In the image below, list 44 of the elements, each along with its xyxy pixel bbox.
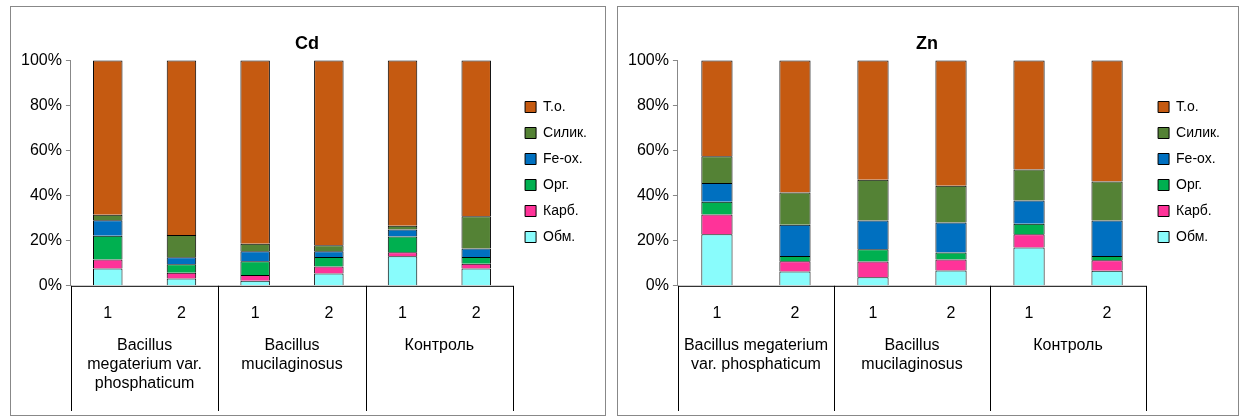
text: Bacillus mucilaginosus <box>241 336 343 373</box>
legend-label: Силик. <box>543 123 587 140</box>
y-tick-label: 100% <box>628 51 669 69</box>
y-tick-label: 0% <box>38 276 62 294</box>
text: Контроль <box>1033 336 1103 354</box>
y-tick-label: 40% <box>29 186 62 204</box>
y-tick-label: 40% <box>636 186 669 204</box>
y-tick-label: 60% <box>636 141 669 159</box>
x-tick-label: 1 <box>250 303 260 321</box>
y-tick-label: 80% <box>636 96 669 114</box>
x-tick-label: 2 <box>471 303 481 321</box>
legend-label: Fe-ох. <box>543 149 583 166</box>
y-tick-label: 20% <box>636 231 669 249</box>
legend-label: Т.о. <box>1176 97 1199 114</box>
legend-label: Обм. <box>1176 227 1209 244</box>
legend-label: Т.о. <box>543 97 566 114</box>
legend-label: Карб. <box>543 201 579 218</box>
legend-label: Силик. <box>1176 123 1220 140</box>
y-tick-label: 100% <box>21 51 62 69</box>
x-tick-label: 2 <box>1102 303 1112 321</box>
x-tick-label: 1 <box>398 303 408 321</box>
x-tick-label: 1 <box>103 303 113 321</box>
chart-title: Cd <box>295 32 319 53</box>
y-tick-label: 80% <box>29 96 62 114</box>
legend-label: Карб. <box>1176 201 1212 218</box>
legend-label: Орг. <box>543 175 570 192</box>
text: Bacillus megaterium var. phosphaticum <box>87 336 202 392</box>
x-tick-label: 1 <box>712 303 722 321</box>
legend-label: Fe-ох. <box>1176 149 1216 166</box>
legend-label: Обм. <box>543 227 576 244</box>
legend-label: Орг. <box>1176 175 1203 192</box>
y-tick-label: 20% <box>29 231 62 249</box>
y-tick-label: 60% <box>29 141 62 159</box>
text: Контроль <box>404 336 475 354</box>
x-tick-label: 1 <box>868 303 878 321</box>
text: Bacillus mucilaginosus <box>861 336 963 373</box>
x-tick-label: 1 <box>1024 303 1034 321</box>
y-tick-label: 0% <box>645 276 669 294</box>
x-tick-label: 2 <box>790 303 800 321</box>
chart-title: Zn <box>916 32 938 53</box>
text: Bacillus megaterium var. phosphaticum <box>683 336 828 373</box>
x-tick-label: 2 <box>946 303 956 321</box>
x-tick-label: 2 <box>177 303 186 321</box>
x-tick-label: 2 <box>324 303 334 321</box>
